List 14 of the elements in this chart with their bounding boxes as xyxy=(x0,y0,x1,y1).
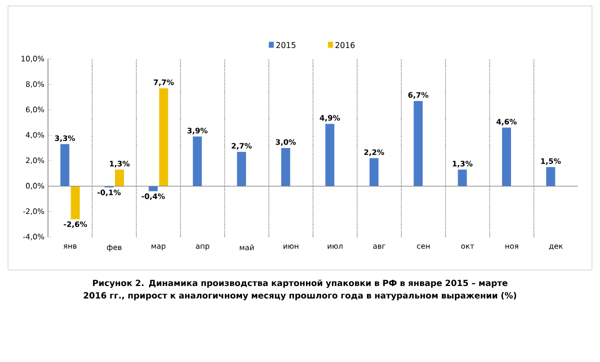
bar xyxy=(281,148,290,186)
bar xyxy=(237,152,246,186)
bar xyxy=(546,167,556,186)
bar xyxy=(502,128,512,186)
bar xyxy=(192,136,202,186)
bar xyxy=(60,144,70,186)
bar xyxy=(325,124,334,186)
bar xyxy=(458,170,467,186)
bar xyxy=(414,100,423,186)
bar xyxy=(70,186,80,220)
text: Рисунок 2. Динамика производства картонной упаковки в РФ в январе 2015 – марте 2016 гг., прирост к аналогичному месяцу прошлого года в натуральном выражении (%) xyxy=(84,280,516,300)
bar xyxy=(159,88,168,186)
bar xyxy=(370,158,379,186)
bar xyxy=(114,170,124,186)
